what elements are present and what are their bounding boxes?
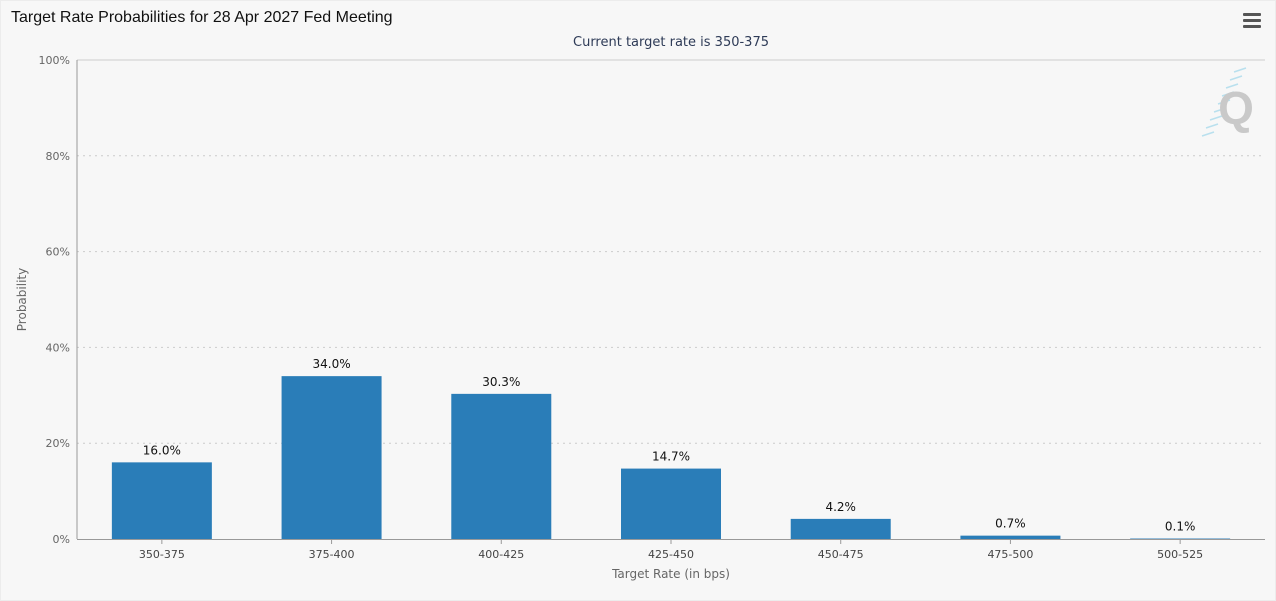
logo-stroke (1205, 123, 1219, 129)
logo-stroke (1225, 83, 1239, 89)
bar-450-475 (790, 518, 891, 539)
data-label: 14.7% (652, 450, 690, 464)
y-tick-label: 20% (46, 437, 70, 450)
data-labels: 16.0% 34.0% 30.3% 14.7% 4.2% 0.7% 0.1% (143, 357, 1196, 533)
x-tick-labels: 350-375 375-400 400-425 425-450 450-475 475-5… (139, 539, 1203, 561)
bars (111, 376, 1231, 539)
x-tick-label: 425-450 (648, 548, 694, 561)
x-tick-label: 475-500 (987, 548, 1033, 561)
logo-stroke (1209, 115, 1223, 121)
logo-letter: Q (1218, 82, 1254, 134)
menu-line (1243, 13, 1261, 16)
menu-line (1243, 19, 1261, 22)
logo-stroke (1233, 67, 1247, 73)
x-axis-title: Target Rate (in bps) (611, 567, 730, 581)
axes (76, 60, 1265, 540)
hamburger-menu-icon[interactable] (1243, 13, 1261, 29)
data-label: 16.0% (143, 443, 181, 457)
logo-stroke (1217, 99, 1231, 105)
data-label: 4.2% (825, 500, 856, 514)
logo-stroke (1229, 75, 1243, 81)
logo-stroke (1221, 91, 1235, 97)
x-tick-label: 375-400 (309, 548, 355, 561)
x-tick-label: 500-525 (1157, 548, 1203, 561)
x-tick-label: 400-425 (478, 548, 524, 561)
x-tick-label: 350-375 (139, 548, 185, 561)
grid-lines (77, 59, 1265, 444)
chart-subtitle: Current target rate is 350-375 (573, 35, 769, 50)
y-tick-label: 40% (46, 341, 70, 354)
x-tick-label: 450-475 (818, 548, 864, 561)
quikstrike-logo-icon: Q (1201, 67, 1254, 137)
y-axis-title: Probability (15, 268, 29, 331)
y-tick-label: 100% (39, 54, 70, 67)
y-tick-label: 80% (46, 150, 70, 163)
y-tick-labels: 0% 20% 40% 60% 80% 100% (39, 54, 70, 546)
bar-425-450 (621, 468, 721, 539)
chart-title: Target Rate Probabilities for 28 Apr 202… (11, 9, 393, 26)
data-label: 0.7% (995, 517, 1026, 531)
y-tick-label: 60% (46, 246, 70, 259)
menu-line (1243, 25, 1261, 28)
bar-375-400 (281, 376, 382, 539)
y-tick-label: 0% (53, 533, 70, 546)
bar-475-500 (960, 535, 1061, 539)
data-label: 30.3% (482, 375, 520, 389)
bar-400-425 (451, 393, 552, 539)
logo-stroke (1213, 107, 1227, 113)
logo-stroke (1201, 131, 1215, 137)
data-label: 34.0% (313, 357, 351, 371)
data-label: 0.1% (1165, 520, 1196, 534)
bar-350-375 (111, 462, 212, 539)
